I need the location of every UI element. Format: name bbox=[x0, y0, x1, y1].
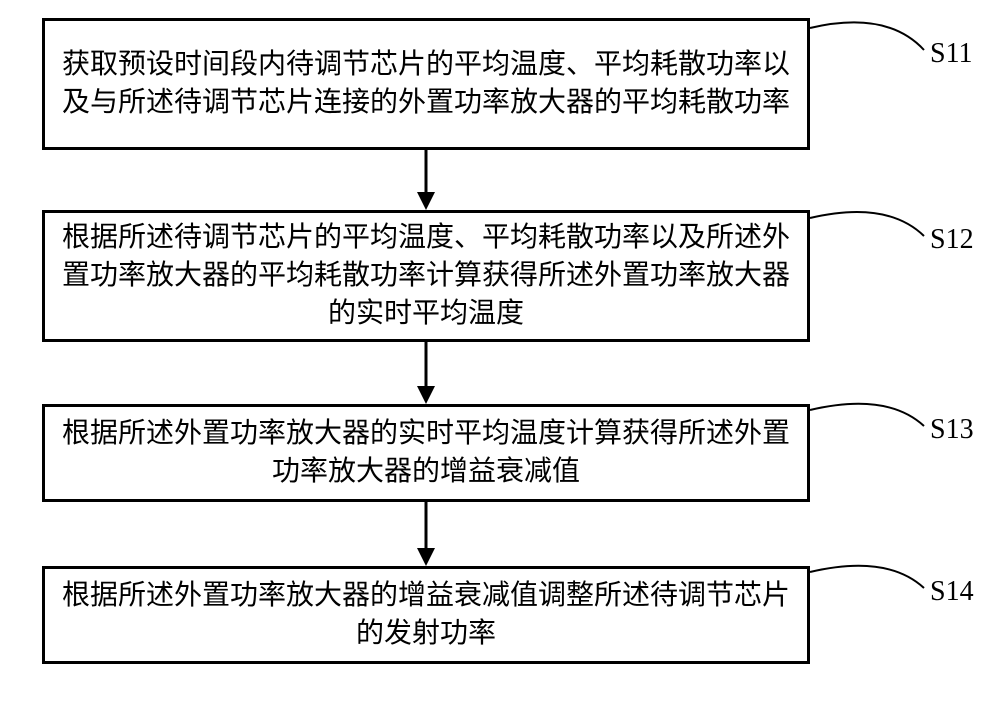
flowchart-step-s11: 获取预设时间段内待调节芯片的平均温度、平均耗散功率以及与所述待调节芯片连接的外置… bbox=[42, 18, 810, 150]
flowchart-canvas: 获取预设时间段内待调节芯片的平均温度、平均耗散功率以及与所述待调节芯片连接的外置… bbox=[0, 0, 1000, 719]
step-label-s13: S13 bbox=[930, 414, 974, 446]
flowchart-step-s14: 根据所述外置功率放大器的增益衰减值调整所述待调节芯片的发射功率 bbox=[42, 566, 810, 664]
step-text: 根据所述待调节芯片的平均温度、平均耗散功率以及所述外置功率放大器的平均耗散功率计… bbox=[57, 219, 795, 332]
step-text: 获取预设时间段内待调节芯片的平均温度、平均耗散功率以及与所述待调节芯片连接的外置… bbox=[57, 46, 795, 122]
step-label-s14: S14 bbox=[930, 576, 974, 608]
flowchart-step-s13: 根据所述外置功率放大器的实时平均温度计算获得所述外置功率放大器的增益衰减值 bbox=[42, 404, 810, 502]
step-label-s12: S12 bbox=[930, 224, 974, 256]
step-label-s11: S11 bbox=[930, 38, 973, 70]
step-text: 根据所述外置功率放大器的增益衰减值调整所述待调节芯片的发射功率 bbox=[57, 577, 795, 653]
step-text: 根据所述外置功率放大器的实时平均温度计算获得所述外置功率放大器的增益衰减值 bbox=[57, 415, 795, 491]
flowchart-step-s12: 根据所述待调节芯片的平均温度、平均耗散功率以及所述外置功率放大器的平均耗散功率计… bbox=[42, 210, 810, 342]
